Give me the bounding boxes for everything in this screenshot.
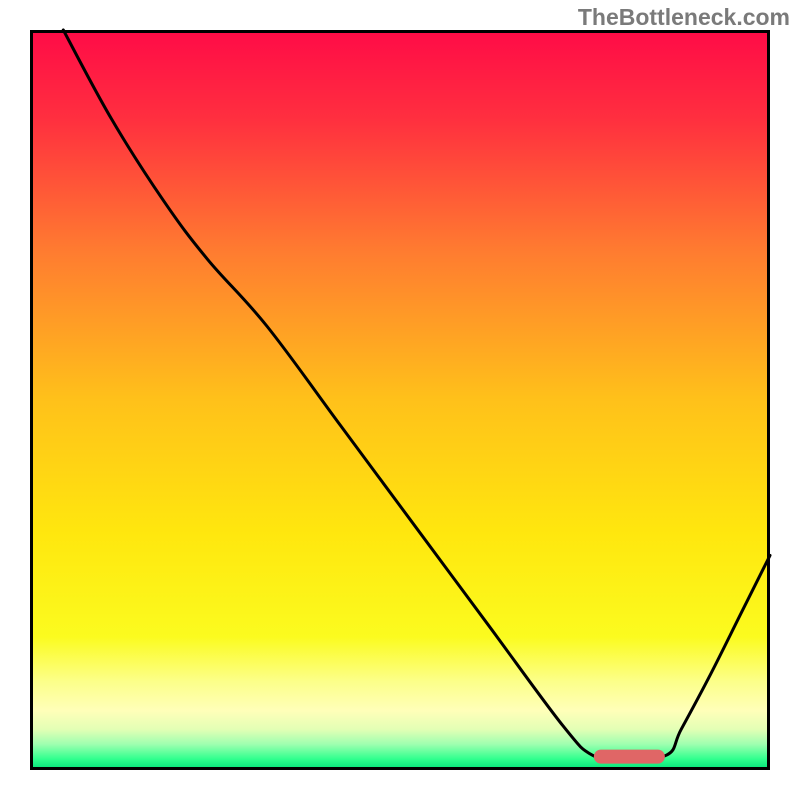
chart-container: TheBottleneck.com [0, 0, 800, 800]
curve-svg [30, 30, 770, 770]
watermark-text: TheBottleneck.com [578, 4, 790, 31]
plot-border-right [767, 30, 770, 770]
bottleneck-curve [63, 30, 770, 759]
plot-border-left [30, 30, 33, 770]
optimal-marker [594, 749, 664, 764]
plot-border-bottom [30, 767, 770, 770]
plot-area [30, 30, 770, 770]
